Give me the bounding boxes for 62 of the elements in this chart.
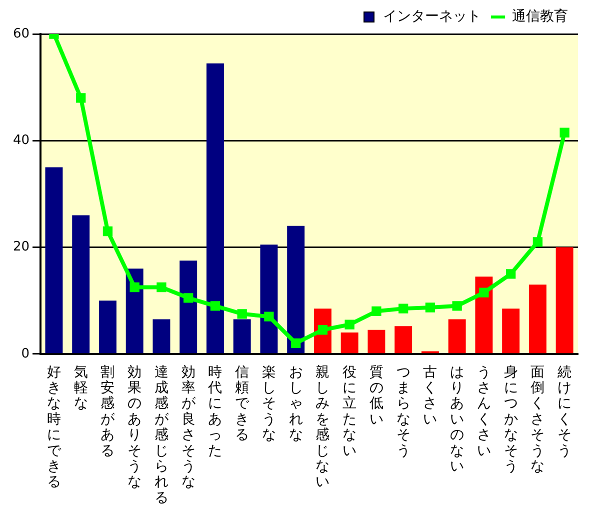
x-tick-label: 気軽な <box>74 364 88 412</box>
bar <box>394 326 412 354</box>
bar <box>98 300 116 354</box>
x-tick-label: 好きな時にできる <box>46 364 62 490</box>
bar <box>45 167 63 354</box>
legend-label: インターネット <box>383 8 481 25</box>
point <box>425 302 436 312</box>
bar <box>72 215 90 354</box>
legend-label: 通信教育 <box>512 8 568 25</box>
point <box>264 312 274 322</box>
x-tick-label: おしゃれな <box>288 364 303 444</box>
x-tick-label: 割安感がある <box>100 364 116 459</box>
bar <box>556 247 574 354</box>
bar <box>180 260 198 354</box>
point <box>344 320 354 330</box>
y-tick-label: 0 <box>21 346 30 362</box>
point <box>398 304 408 314</box>
x-tick-label: 信頼できる <box>235 364 250 444</box>
x-tick-label: 面倒くさそうな <box>530 364 545 474</box>
point <box>318 325 328 335</box>
bar <box>206 63 224 354</box>
y-tick-label: 60 <box>12 26 30 42</box>
point <box>76 93 86 103</box>
point <box>102 226 113 236</box>
bar <box>287 226 305 354</box>
point <box>184 293 194 303</box>
category-label: 達成感が感じられる <box>154 364 168 506</box>
point <box>237 309 247 319</box>
x-tick-label: うさんくさい <box>476 364 491 459</box>
bar <box>233 319 251 354</box>
x-tick-label: 効率が良さそうな <box>181 364 196 490</box>
x-tick-label: 親しみを感じない <box>316 364 330 490</box>
x-tick-label: つまらなそう <box>396 364 410 459</box>
x-tick-label: 楽しそうな <box>262 364 276 444</box>
point <box>506 269 516 279</box>
bar <box>502 308 520 354</box>
bar <box>260 244 278 354</box>
x-tick-label: 効果のありそうな <box>128 364 142 490</box>
point <box>560 128 570 138</box>
point <box>130 282 140 292</box>
bar <box>368 330 386 354</box>
bar <box>448 319 466 354</box>
x-tick-label: 古くさい <box>423 364 438 428</box>
point <box>532 237 543 247</box>
x-tick-label: 続けにくそう <box>556 364 572 459</box>
point <box>291 338 301 348</box>
bar <box>475 276 493 354</box>
bar <box>152 319 170 354</box>
y-tick-label: 40 <box>12 133 30 148</box>
x-tick-label: 時代にあった <box>207 364 222 459</box>
point <box>156 282 166 292</box>
x-tick-label: はりあいのない <box>450 364 464 474</box>
x-tick-label: 役に立たない <box>342 364 357 459</box>
bar <box>528 284 546 354</box>
x-tick-label: 質の低い <box>369 364 384 428</box>
point <box>210 301 220 311</box>
point <box>452 301 462 311</box>
point <box>479 288 489 298</box>
bar <box>340 332 358 354</box>
point <box>372 306 382 316</box>
y-tick-label: 20 <box>12 240 30 255</box>
x-tick-label: 身につかなそう <box>504 364 518 474</box>
